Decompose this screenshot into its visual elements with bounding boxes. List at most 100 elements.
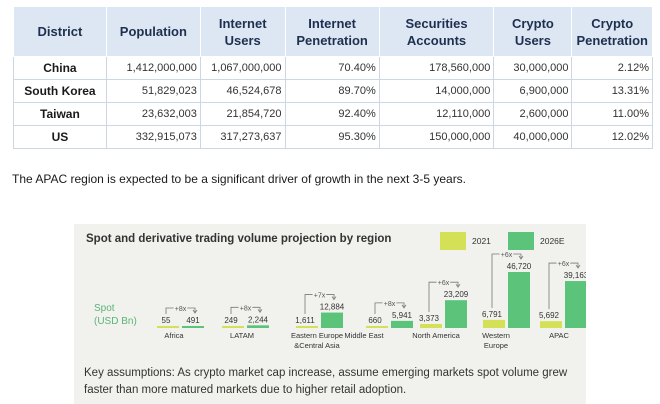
bar-2026e-4	[391, 320, 413, 328]
bar-2021-1	[157, 326, 179, 328]
growth-multiplier: +6x	[501, 252, 513, 259]
cell-crypto-penetration: 13.31%	[571, 79, 653, 103]
header-securities-accounts: Securities Accounts	[378, 6, 495, 57]
growth-bracket	[230, 306, 261, 314]
data-label-2026e: 491	[186, 316, 200, 325]
table-row: US 332,915,073 317,273,637 95.30% 150,00…	[13, 125, 653, 149]
growth-bracket	[548, 262, 579, 310]
growth-bracket	[165, 307, 196, 314]
table-row: South Korea 51,829,023 46,524,678 89.70%…	[13, 79, 653, 103]
category-label: Africa	[164, 331, 184, 340]
header-crypto-penetration: Crypto Penetration	[571, 6, 653, 57]
data-label-2026e: 39,163	[564, 271, 586, 280]
growth-arrow	[518, 255, 524, 260]
cell-district: Taiwan	[13, 102, 107, 126]
data-label-2021: 3,373	[419, 314, 440, 323]
growth-bracket	[491, 253, 522, 308]
cell-internet-penetration: 95.30%	[284, 125, 380, 149]
cell-securities-accounts: 150,000,000	[378, 125, 495, 149]
bar-2021-3	[296, 326, 318, 328]
legend-label-2021: 2021	[472, 236, 491, 246]
y-axis-label: (USD Bn)	[94, 316, 137, 327]
cell-crypto-users: 40,000,000	[493, 125, 573, 149]
cell-internet-penetration: 92.40%	[284, 102, 380, 126]
bar-2026e-7	[565, 281, 586, 328]
header-internet-penetration: Internet Penetration	[284, 6, 380, 57]
cell-district: China	[13, 56, 107, 80]
cell-securities-accounts: 14,000,000	[378, 79, 495, 103]
bar-2021-5	[420, 323, 442, 328]
cell-internet-penetration: 89.70%	[284, 79, 380, 103]
category-label: APAC	[549, 331, 569, 340]
data-label-2021: 6,791	[482, 310, 503, 319]
chart-title: Spot and derivative trading volume proje…	[86, 233, 392, 245]
bar-2021-4	[366, 326, 388, 328]
data-label-2021: 660	[368, 316, 382, 325]
cell-population: 23,632,003	[105, 102, 201, 126]
bar-2026e-2	[247, 325, 269, 328]
cell-internet-penetration: 70.40%	[284, 56, 380, 80]
data-label-2026e: 12,884	[320, 303, 345, 312]
cell-internet-users: 317,273,637	[199, 125, 286, 149]
cell-internet-users: 1,067,000,000	[199, 56, 286, 80]
legend-swatch-2021	[440, 232, 466, 250]
data-label-2026e: 23,209	[444, 290, 469, 299]
cell-crypto-penetration: 11.00%	[571, 102, 653, 126]
cell-crypto-users: 30,000,000	[493, 56, 573, 80]
cell-crypto-users: 2,600,000	[493, 102, 573, 126]
growth-arrow	[401, 304, 407, 309]
volume-projection-chart: Spot and derivative trading volume proje…	[74, 224, 586, 404]
cell-securities-accounts: 12,110,000	[378, 102, 495, 126]
growth-arrow	[575, 264, 581, 269]
bar-2026e-5	[445, 300, 467, 328]
growth-multiplier: +8x	[175, 306, 187, 313]
bar-2026e-3	[321, 312, 343, 328]
bar-2026e-1	[182, 326, 204, 328]
bar-2021-2	[222, 326, 244, 328]
cell-crypto-penetration: 2.12%	[571, 56, 653, 80]
header-crypto-users: Crypto Users	[493, 6, 573, 57]
cell-population: 51,829,023	[105, 79, 201, 103]
data-label-2026e: 2,244	[248, 315, 269, 324]
legend-swatch-2026e	[508, 232, 534, 250]
data-label-2026e: 5,941	[392, 311, 413, 320]
cell-internet-users: 21,854,720	[199, 102, 286, 126]
growth-multiplier: +8x	[384, 301, 396, 308]
data-label-2021: 1,611	[295, 316, 315, 325]
category-label: Europe	[484, 341, 508, 350]
growth-multiplier: +7x	[314, 293, 326, 300]
data-label-2026e: 46,720	[507, 262, 532, 271]
growth-arrow	[192, 309, 198, 314]
table-row: China 1,412,000,000 1,067,000,000 70.40%…	[13, 56, 653, 80]
category-label: Western	[482, 331, 510, 340]
category-label: Middle East	[344, 331, 384, 340]
data-label-2021: 5,692	[539, 311, 560, 320]
growth-bracket	[304, 294, 335, 314]
intro-text: The APAC region is expected to be a sign…	[12, 172, 467, 186]
bar-2021-7	[540, 321, 562, 328]
header-population: Population	[105, 6, 201, 57]
category-label: LATAM	[230, 331, 254, 340]
bar-2021-6	[483, 319, 505, 328]
table-header-row: District Population Internet Users Inter…	[13, 6, 653, 57]
cell-district: US	[13, 125, 107, 149]
category-label: Eastern Europe	[291, 331, 343, 340]
category-label: &Central Asia	[294, 341, 340, 350]
category-label: North America	[412, 331, 460, 340]
crypto-stats-table: District Population Internet Users Inter…	[13, 6, 653, 149]
cell-district: South Korea	[13, 79, 107, 103]
cell-crypto-users: 6,900,000	[493, 79, 573, 103]
data-label-2021: 249	[224, 316, 238, 325]
cell-crypto-penetration: 12.02%	[571, 125, 653, 149]
header-district: District	[13, 6, 107, 57]
y-axis-label: Spot	[94, 303, 115, 314]
data-label-2021: 55	[162, 316, 171, 325]
growth-bracket	[374, 302, 405, 314]
growth-multiplier: +6x	[438, 280, 450, 287]
legend-label-2026e: 2026E	[540, 236, 565, 246]
growth-arrow	[331, 296, 337, 301]
header-internet-users: Internet Users	[199, 6, 286, 57]
table-row: Taiwan 23,632,003 21,854,720 92.40% 12,1…	[13, 102, 653, 126]
growth-multiplier: +6x	[558, 261, 570, 268]
cell-population: 332,915,073	[105, 125, 201, 149]
